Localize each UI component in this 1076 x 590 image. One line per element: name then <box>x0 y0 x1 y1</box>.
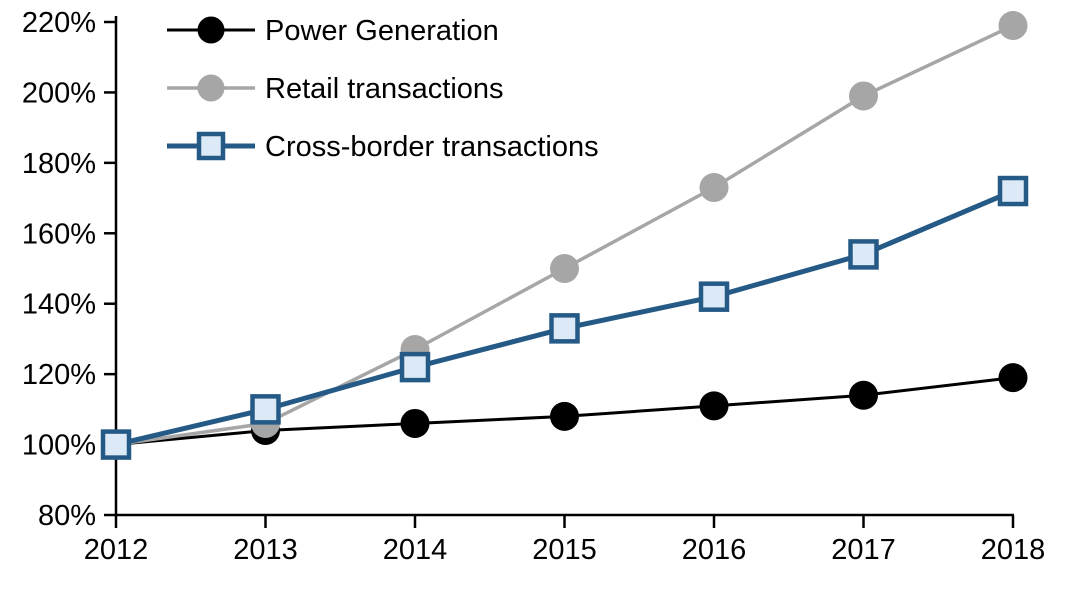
y-tick-label-160: 160% <box>22 218 96 250</box>
marker-cross-border-transactions-2014 <box>399 351 431 383</box>
x-tick-label-2013: 2013 <box>233 534 298 566</box>
y-tick-label-180: 180% <box>22 148 96 180</box>
marker-power-generation-2018 <box>998 363 1028 393</box>
y-tick-label-100: 100% <box>22 430 96 462</box>
marker-retail-transactions-legend <box>197 74 225 102</box>
marker-power-generation-2017 <box>849 380 878 410</box>
legend-label-cross-border-transactions: Cross-border transactions <box>265 131 599 163</box>
legend-label-power-generation: Power Generation <box>265 15 499 47</box>
marker-cross-border-transactions-2013 <box>250 394 281 425</box>
marker-cross-border-transactions-2012 <box>100 429 132 460</box>
x-tick-label-2016: 2016 <box>682 534 747 566</box>
x-tick-label-2014: 2014 <box>383 534 448 566</box>
marker-retail-transactions-2018 <box>998 11 1028 41</box>
marker-retail-transactions-2017 <box>849 81 878 111</box>
x-tick-label-2017: 2017 <box>831 534 896 566</box>
marker-retail-transactions-2016 <box>699 173 729 203</box>
y-tick-label-80: 80% <box>38 500 96 532</box>
y-tick-label-120: 120% <box>22 359 96 391</box>
marker-cross-border-transactions-2016 <box>698 281 730 312</box>
marker-power-generation-2015 <box>550 401 579 431</box>
marker-power-generation-legend <box>197 16 225 44</box>
x-tick-label-2018: 2018 <box>981 534 1046 566</box>
y-tick-label-140: 140% <box>22 289 96 321</box>
x-tick-label-2015: 2015 <box>532 534 597 566</box>
marker-cross-border-transactions-2018 <box>997 175 1029 207</box>
y-tick-label-200: 200% <box>22 77 96 109</box>
marker-cross-border-transactions-legend <box>196 131 226 161</box>
marker-retail-transactions-2015 <box>550 254 579 283</box>
y-tick-label-220: 220% <box>22 7 96 39</box>
marker-power-generation-2016 <box>699 391 729 421</box>
marker-cross-border-transactions-2017 <box>848 239 879 270</box>
legend-label-retail-transactions: Retail transactions <box>265 73 504 105</box>
marker-power-generation-2014 <box>400 408 430 438</box>
marker-cross-border-transactions-2015 <box>549 313 580 344</box>
x-tick-label-2012: 2012 <box>84 534 149 566</box>
